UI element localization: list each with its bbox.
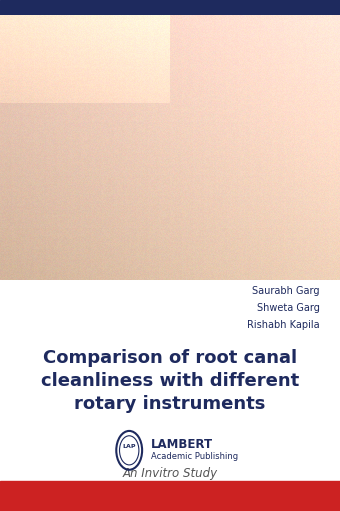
Bar	[0, 0, 340, 15]
Text: An Invitro Study: An Invitro Study	[122, 467, 218, 480]
Bar	[0, 280, 340, 481]
Text: Rishabh Kapila: Rishabh Kapila	[247, 320, 320, 330]
Text: LAP: LAP	[122, 444, 136, 449]
Text: Shweta Garg: Shweta Garg	[257, 303, 320, 313]
Text: Comparison of root canal
cleanliness with different
rotary instruments: Comparison of root canal cleanliness wit…	[41, 350, 299, 413]
Text: LAMBERT: LAMBERT	[151, 438, 213, 451]
Text: Academic Publishing: Academic Publishing	[151, 452, 238, 461]
Bar	[0, 481, 340, 511]
Text: Saurabh Garg: Saurabh Garg	[252, 286, 320, 296]
